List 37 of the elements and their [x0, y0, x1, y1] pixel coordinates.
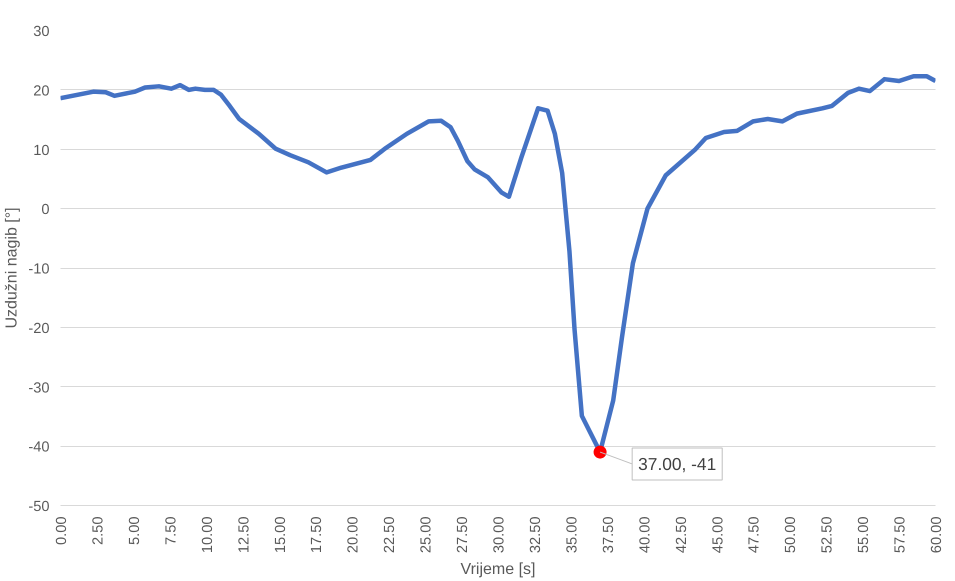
x-tick-label: 60.00	[929, 516, 945, 554]
x-tick-label: 27.50	[455, 516, 472, 554]
x-tick-label: 20.00	[346, 516, 362, 554]
x-tick-label: 30.00	[492, 516, 508, 554]
x-axis-title: Vrijeme [s]	[460, 561, 536, 578]
x-tick-label: 55.00	[856, 516, 872, 554]
x-tick-label: 0.00	[54, 516, 70, 546]
x-tick-label: 2.50	[90, 516, 106, 546]
x-tick-label: 52.50	[820, 516, 836, 554]
x-tick-label: 5.00	[126, 516, 143, 546]
x-tick-label: 35.00	[564, 516, 580, 554]
x-tick-label: 7.50	[163, 516, 180, 546]
x-tick-label: 45.00	[710, 516, 726, 554]
x-tick-label: 25.00	[418, 516, 435, 554]
y-tick-label: -30	[28, 380, 50, 396]
x-tick-label: 47.50	[746, 516, 763, 554]
y-tick-label: 10	[33, 142, 50, 159]
x-tick-label: 22.50	[382, 516, 398, 554]
annotation: 37.00, -41	[638, 454, 716, 474]
x-tick-label: 10.00	[200, 516, 216, 554]
y-tick-label: 30	[33, 24, 50, 40]
y-tick-label: -20	[28, 320, 50, 337]
x-tick-label: 57.50	[892, 516, 909, 554]
x-tick-label: 12.50	[236, 516, 252, 554]
y-axis-title: Uzdužni nagib [°]	[3, 207, 20, 329]
x-tick-label: 50.00	[783, 516, 800, 554]
x-tick-label: 15.00	[272, 516, 289, 554]
x-tick-label: 32.50	[528, 516, 544, 554]
x-tick-label: 42.50	[674, 516, 690, 554]
y-tick-label: -10	[28, 262, 50, 278]
y-tick-label: -50	[28, 499, 50, 515]
x-tick-label: 37.50	[600, 516, 617, 554]
x-tick-label: 40.00	[637, 516, 654, 554]
x-tick-label: 17.50	[309, 516, 326, 554]
y-tick-label: -40	[28, 440, 50, 456]
y-tick-label: 0	[41, 202, 50, 218]
y-tick-label: 20	[33, 83, 50, 100]
